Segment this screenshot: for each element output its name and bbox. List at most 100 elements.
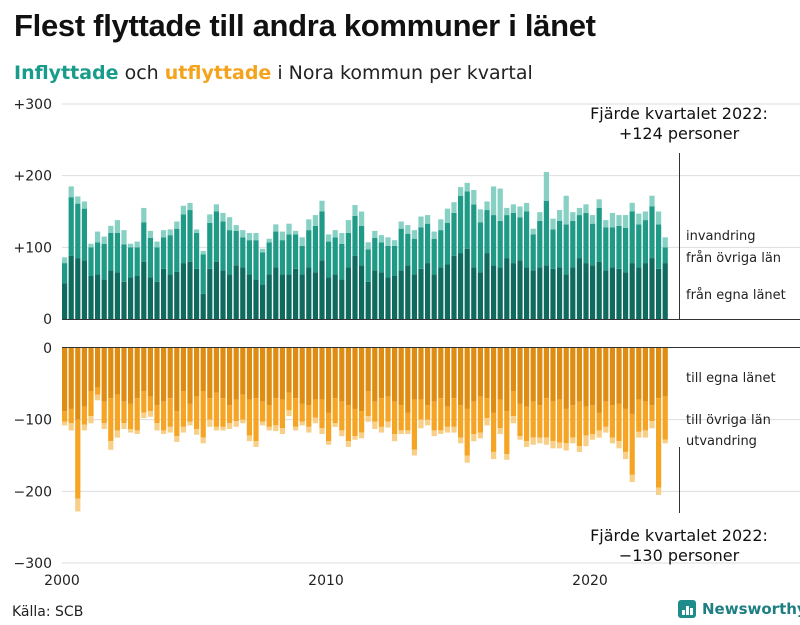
bar-in-from-own-county — [609, 267, 615, 319]
bar-in-from-own-county — [517, 260, 523, 319]
bar-in-from-other-counties — [378, 242, 384, 273]
bar-out-to-other-counties — [596, 412, 602, 431]
bar-out-to-own-county — [68, 348, 74, 409]
bar-out-to-other-counties — [253, 398, 259, 442]
bar-in-from-own-county — [524, 267, 530, 319]
bar-out-to-other-counties — [233, 399, 239, 422]
subtitle-rest: i Nora kommun per kvartal — [271, 62, 533, 84]
axes-group — [62, 153, 800, 513]
bar-in-from-own-county — [108, 270, 114, 319]
bar-in-from-other-counties — [451, 212, 457, 256]
bar-out-to-other-counties — [286, 392, 292, 411]
bar-out-to-own-county — [623, 348, 629, 409]
bar-out-to-own-county — [114, 348, 120, 395]
bar-out-emigration — [629, 474, 635, 483]
bar-out-emigration — [385, 421, 391, 428]
bar-in-from-other-counties — [471, 204, 477, 268]
bar-in-from-own-county — [352, 255, 358, 319]
bar-in-immigration — [147, 230, 153, 239]
bar-out-to-other-counties — [167, 398, 173, 427]
bar-in-from-other-counties — [200, 254, 206, 294]
bar-out-emigration — [609, 437, 615, 444]
bar-in-from-other-counties — [147, 238, 153, 278]
bar-out-emigration — [418, 419, 424, 429]
bar-in-from-own-county — [662, 263, 668, 319]
bar-out-emigration — [200, 437, 206, 444]
bar-out-emigration — [378, 426, 384, 433]
bar-out-emigration — [326, 441, 332, 445]
bar-in-from-own-county — [510, 263, 516, 319]
bar-in-from-other-counties — [623, 227, 629, 273]
bar-out-to-own-county — [550, 348, 556, 402]
bar-in-immigration — [312, 215, 318, 226]
bar-out-emigration — [458, 437, 464, 444]
bar-out-emigration — [161, 430, 167, 435]
bar-out-to-own-county — [570, 348, 576, 406]
bar-in-from-other-counties — [260, 252, 266, 285]
bar-in-from-other-counties — [656, 224, 662, 269]
bar-out-to-own-county — [563, 348, 569, 409]
bar-out-to-own-county — [161, 348, 167, 402]
bar-out-to-other-counties — [385, 396, 391, 422]
bar-out-emigration — [477, 432, 483, 439]
bar-out-to-own-county — [352, 348, 358, 409]
bar-out-emigration — [213, 426, 219, 431]
bar-out-emigration — [543, 437, 549, 445]
bar-in-from-own-county — [306, 267, 312, 319]
bar-in-from-other-counties — [491, 215, 497, 266]
y-tick-label: +300 — [14, 97, 52, 113]
y-tick-label: 0 — [43, 341, 52, 357]
bar-out-to-own-county — [576, 348, 582, 402]
bar-in-from-own-county — [530, 270, 536, 319]
y-tick-labels: −300 −200 −100 0 +100 +200 +300 0 — [14, 97, 52, 572]
bar-out-emigration — [590, 434, 596, 440]
bar-in-from-other-counties — [101, 243, 107, 280]
y-tick-label: +100 — [14, 240, 52, 256]
bar-out-emigration — [603, 426, 609, 433]
bar-in-from-own-county — [656, 268, 662, 319]
bar-in-from-own-county — [649, 258, 655, 319]
newsworthy-logo-icon — [678, 600, 696, 618]
bar-in-from-own-county — [458, 253, 464, 319]
bar-out-to-own-county — [458, 348, 464, 406]
label-fran-ovriga-lan: från övriga län — [686, 251, 781, 266]
bar-in-from-own-county — [392, 275, 398, 319]
bar-out-to-own-county — [246, 348, 252, 400]
bar-in-from-own-county — [227, 274, 233, 319]
bar-out-emigration — [398, 430, 404, 435]
bar-out-to-other-counties — [246, 399, 252, 436]
chart-title: Flest flyttade till andra kommuner i län… — [14, 8, 596, 43]
bar-in-immigration — [88, 243, 94, 248]
bar-in-immigration — [557, 210, 563, 221]
bar-out-emigration — [233, 421, 239, 427]
bar-out-emigration — [510, 416, 516, 424]
bar-in-from-own-county — [596, 261, 602, 319]
bar-out-to-own-county — [253, 348, 259, 399]
bar-in-immigration — [101, 236, 107, 244]
bar-out-to-own-county — [319, 348, 325, 400]
bar-in-from-own-county — [372, 270, 378, 319]
bar-in-from-own-county — [62, 283, 68, 319]
bar-out-to-other-counties — [662, 396, 668, 440]
bar-in-from-own-county — [339, 279, 345, 319]
bar-in-from-own-county — [590, 265, 596, 319]
bar-out-to-own-county — [75, 348, 81, 420]
bar-out-emigration — [62, 421, 68, 426]
bar-out-to-other-counties — [68, 408, 74, 424]
bar-out-to-own-county — [154, 348, 160, 406]
bar-in-from-own-county — [411, 274, 417, 319]
bar-out-emigration — [174, 436, 180, 442]
bar-in-from-own-county — [504, 258, 510, 319]
bar-out-to-own-county — [108, 348, 114, 399]
bar-in-from-other-counties — [642, 220, 648, 264]
bar-out-to-other-counties — [101, 401, 107, 424]
bar-out-to-own-county — [372, 348, 378, 402]
bar-in-from-other-counties — [95, 242, 101, 275]
brand-logo[interactable]: Newsworthy — [678, 600, 800, 618]
bar-in-from-own-county — [623, 272, 629, 319]
bar-in-immigration — [609, 212, 615, 228]
bar-in-from-own-county — [174, 271, 180, 319]
bar-out-emigration — [180, 426, 186, 433]
x-tick-label: 2000 — [44, 573, 80, 589]
